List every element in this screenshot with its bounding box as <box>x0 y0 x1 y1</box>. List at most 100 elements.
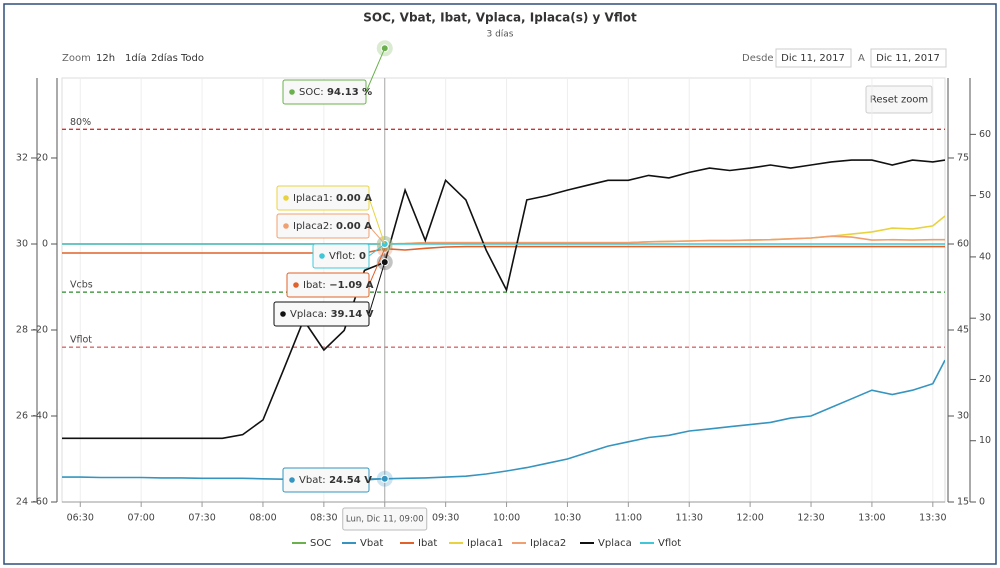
y-tick-label: 30 <box>979 313 991 324</box>
legend-label[interactable]: Ibat <box>418 538 437 549</box>
legend-label[interactable]: Iplaca1 <box>467 538 503 549</box>
x-tick-label: 10:00 <box>493 513 520 524</box>
y-tick-label: 0 <box>42 238 48 249</box>
legend-label[interactable]: Vbat <box>360 538 383 549</box>
y-tick-label: 60 <box>979 129 991 140</box>
reset-zoom-button[interactable] <box>865 85 933 114</box>
tooltip-bullet <box>283 195 289 201</box>
x-tick-label: 08:30 <box>310 513 337 524</box>
plot-line-label: Vflot <box>70 335 92 346</box>
tooltip-name: Vflot: <box>329 251 356 262</box>
x-tick-label: 13:00 <box>858 513 885 524</box>
tooltip-connector <box>368 197 386 245</box>
tooltip-bullet <box>283 223 289 229</box>
tooltip-text: Vplaca: 39.14 V <box>290 309 374 320</box>
x-tick-label: 09:30 <box>432 513 459 524</box>
y-tick-label: 10 <box>979 435 991 446</box>
y-tick-label: -40 <box>32 410 48 421</box>
tooltip-header-box <box>342 507 428 531</box>
from-date[interactable]: Dic 11, 2017 <box>781 53 845 64</box>
x-tick-label: 12:30 <box>797 513 824 524</box>
tooltip-box <box>312 243 370 269</box>
y-tick-label: 45 <box>957 324 969 335</box>
tooltip-text: Vflot: 0 <box>329 251 366 262</box>
tooltip-box <box>276 185 370 211</box>
tooltip-connector <box>368 478 385 481</box>
tooltip-name: SOC: <box>299 87 324 98</box>
plot-line-label: Vcbs <box>70 280 93 291</box>
x-tick-label: 07:00 <box>127 513 154 524</box>
y-tick-label: 28 <box>16 324 28 335</box>
tooltip-box <box>286 272 370 298</box>
tooltip-box <box>282 79 367 105</box>
y-tick-label: 0 <box>979 497 985 508</box>
tooltip-box <box>282 467 370 493</box>
zoom-button[interactable]: 12h <box>96 53 115 64</box>
tooltip-value: 0.00 A <box>333 193 373 204</box>
from-label: Desde <box>742 53 774 64</box>
legend-label[interactable]: Vflot <box>658 538 681 549</box>
series-line <box>62 359 945 481</box>
to-input[interactable] <box>870 48 947 68</box>
y-tick-label: 30 <box>16 238 28 249</box>
tooltip-name: Ibat: <box>303 280 326 291</box>
tooltip-header: Lun, Dic 11, 09:00 <box>346 515 424 525</box>
tooltip-name: Vbat: <box>299 475 326 486</box>
to-date[interactable]: Dic 11, 2017 <box>876 53 940 64</box>
y-tick-label: 24 <box>16 497 28 508</box>
y-tick-label: 50 <box>979 190 991 201</box>
legend-label[interactable]: SOC <box>310 538 331 549</box>
x-tick-label: 11:00 <box>615 513 642 524</box>
tooltip-text: Iplaca2: 0.00 A <box>293 221 372 232</box>
y-tick-label: 15 <box>957 497 969 508</box>
y-tick-label: 75 <box>957 152 969 163</box>
y-tick-label: -20 <box>32 324 48 335</box>
x-tick-label: 13:30 <box>919 513 946 524</box>
x-tick-label: 08:00 <box>249 513 276 524</box>
tooltip-name: Iplaca1: <box>293 193 333 204</box>
tooltip-connector <box>368 248 386 286</box>
tooltip-connector <box>368 225 386 245</box>
zoom-button[interactable]: Todo <box>180 53 204 64</box>
from-input[interactable] <box>775 48 852 68</box>
y-tick-label: 40 <box>979 251 991 262</box>
plot-area <box>61 77 946 503</box>
series-line <box>62 245 945 254</box>
x-tick-label: 10:30 <box>554 513 581 524</box>
y-tick-label: 20 <box>979 374 991 385</box>
chart-subtitle: 3 días <box>486 30 513 40</box>
tooltip-box <box>276 213 370 239</box>
tooltip-bullet <box>319 253 325 259</box>
tooltip-bullet <box>280 311 286 317</box>
y-tick-label: 60 <box>957 238 969 249</box>
tooltip-text: Vbat: 24.54 V <box>299 475 372 486</box>
tooltip-connector <box>365 48 386 93</box>
legend-label[interactable]: Iplaca2 <box>530 538 566 549</box>
tooltip-name: Vplaca: <box>290 309 327 320</box>
y-tick-label: 26 <box>16 410 28 421</box>
zoom-button[interactable]: 2días <box>151 52 178 64</box>
x-tick-label: 07:30 <box>188 513 215 524</box>
x-tick-label: 11:30 <box>676 513 703 524</box>
series-group <box>62 159 945 481</box>
zoom-label: Zoom <box>62 53 91 64</box>
tooltip-text: Ibat: −1.09 A <box>303 280 374 291</box>
tooltip-value: 39.14 V <box>327 309 374 320</box>
series-line <box>62 159 945 440</box>
zoom-button[interactable]: 1día <box>125 52 147 64</box>
tooltip-name: Iplaca2: <box>293 221 333 232</box>
tooltip-text: SOC: 94.13 % <box>299 87 372 98</box>
legend-label[interactable]: Vplaca <box>598 538 632 549</box>
reset-zoom-label[interactable]: Reset zoom <box>870 95 928 106</box>
x-tick-label: 06:30 <box>67 513 94 524</box>
y-tick-label: 30 <box>957 410 969 421</box>
tooltip-connector <box>368 262 386 315</box>
y-tick-label: -60 <box>32 497 48 508</box>
tooltip-value: 24.54 V <box>326 475 373 486</box>
tooltip-box <box>273 301 370 327</box>
x-tick-label: 12:00 <box>736 513 763 524</box>
tooltip-value: 0.00 A <box>333 221 373 232</box>
tooltip-value: 94.13 % <box>324 87 373 98</box>
plot-line-label: 80% <box>70 117 91 128</box>
y-tick-label: 20 <box>36 152 48 163</box>
